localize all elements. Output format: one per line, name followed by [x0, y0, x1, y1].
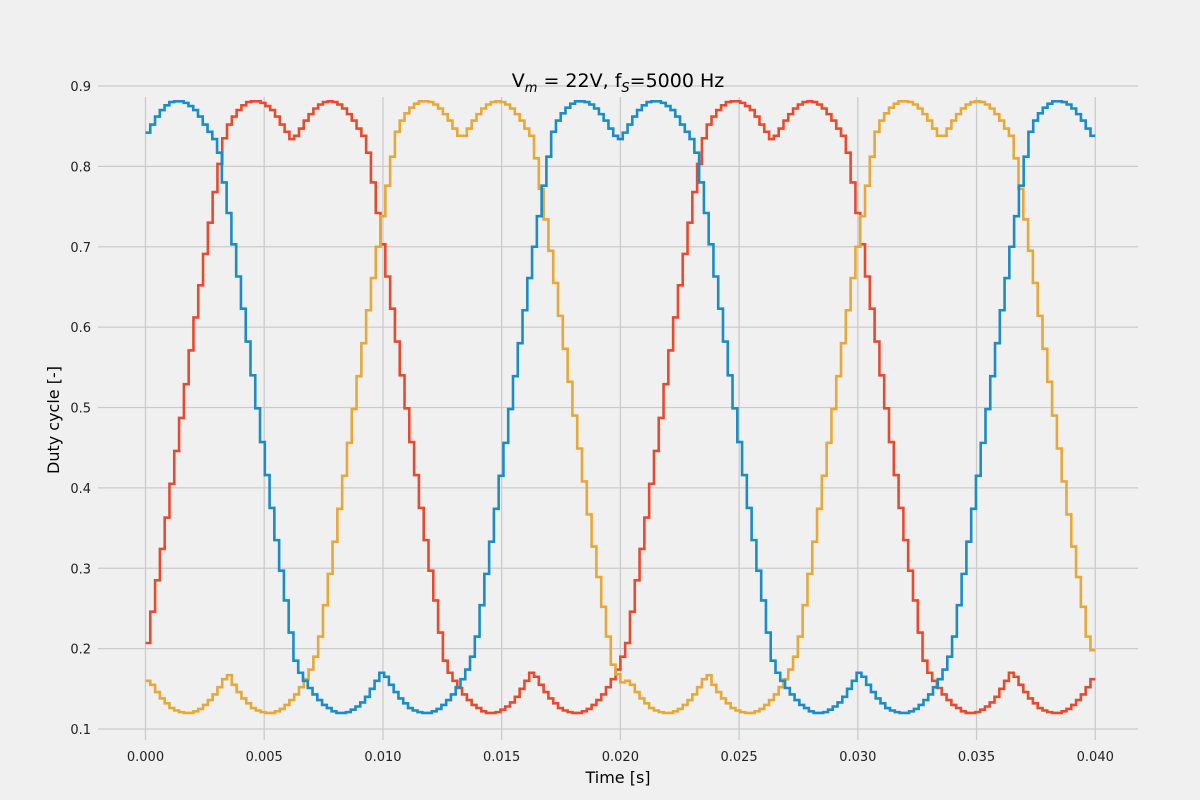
series-lines	[145, 99, 1096, 715]
series-line-1	[145, 99, 1096, 715]
x-tick-label: 0.010	[364, 750, 401, 765]
x-tick-label: 0.030	[839, 750, 876, 765]
series-line-2	[145, 99, 1096, 715]
y-tick-label: 0.1	[70, 723, 91, 738]
y-tick-label: 0.8	[70, 160, 91, 175]
chart-title: Vm = 22V, fS=5000 Hz	[512, 70, 724, 96]
x-tick-labels: 0.000 0.005 0.010 0.015 0.020 0.025 0.030 0.035…	[127, 750, 1114, 765]
y-axis-label: Duty cycle [-]	[44, 366, 63, 474]
series-line-3	[145, 99, 1096, 715]
x-tick-label: 0.025	[720, 750, 757, 765]
y-tick-label: 0.7	[70, 241, 91, 256]
y-tick-label: 0.3	[70, 562, 91, 577]
x-tick-label: 0.040	[1077, 750, 1114, 765]
y-tick-label: 0.4	[70, 482, 91, 497]
x-tick-label: 0.000	[127, 750, 164, 765]
x-tick-label: 0.020	[602, 750, 639, 765]
y-tick-label: 0.9	[70, 80, 91, 95]
x-tick-label: 0.005	[246, 750, 283, 765]
grid	[98, 85, 1138, 740]
y-tick-label: 0.6	[70, 321, 91, 336]
x-axis-label: Time [s]	[584, 768, 650, 787]
y-tick-label: 0.2	[70, 643, 91, 658]
y-tick-label: 0.5	[70, 402, 91, 417]
x-tick-label: 0.015	[483, 750, 520, 765]
y-tick-labels: 0.1 0.2 0.3 0.4 0.5 0.6 0.7 0.8 0.9	[70, 80, 91, 738]
x-tick-label: 0.035	[958, 750, 995, 765]
